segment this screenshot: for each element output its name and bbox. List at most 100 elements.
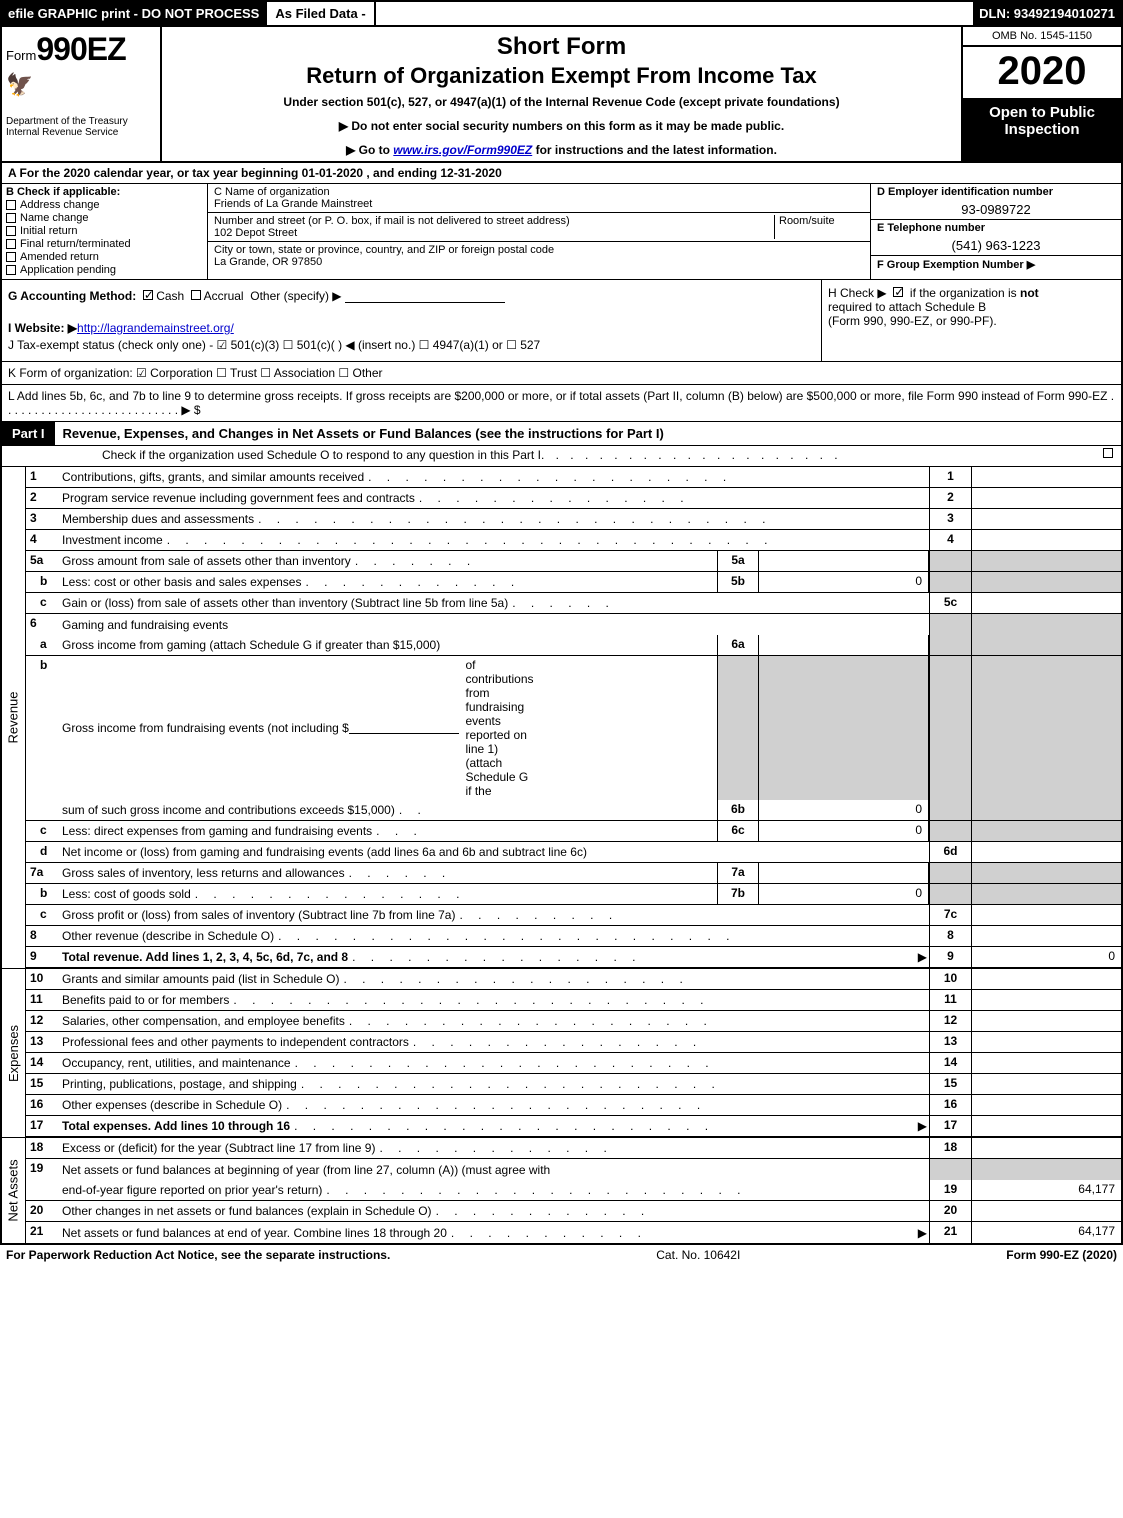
part1-sub: Check if the organization used Schedule …	[2, 446, 1121, 467]
address-value: 102 Depot Street	[214, 227, 774, 239]
line-num: 21	[26, 1222, 60, 1243]
header-left: Form990EZ 🦅 Department of the Treasury I…	[2, 27, 162, 161]
room-suite-label: Room/suite	[774, 215, 864, 239]
h-check-label: H Check ▶	[828, 286, 887, 300]
netassets-label: Net Assets	[6, 1159, 21, 1221]
ein-cell: D Employer identification number 93-0989…	[871, 184, 1121, 220]
line-6: 6 Gaming and fundraising events	[26, 614, 1121, 635]
desc-text: Other changes in net assets or fund bala…	[62, 1204, 432, 1218]
mid-num: 7a	[717, 863, 759, 883]
tel-label: E Telephone number	[877, 222, 1115, 234]
line-6b-1: b Gross income from fundraising events (…	[26, 656, 1121, 800]
line-desc: Excess or (deficit) for the year (Subtra…	[60, 1138, 929, 1158]
website-label: I Website: ▶	[8, 321, 77, 335]
cash-label: Cash	[156, 289, 184, 303]
chk-application-pending[interactable]: Application pending	[6, 264, 203, 276]
chk-accrual[interactable]	[191, 290, 201, 300]
desc-text: Gross profit or (loss) from sales of inv…	[62, 908, 455, 922]
org-name-label: C Name of organization	[214, 186, 864, 198]
revenue-side-label: Revenue	[2, 467, 26, 968]
dots: . . . . . . . . . . .	[451, 1226, 918, 1240]
line-num	[26, 1180, 60, 1200]
line-5a: 5a Gross amount from sale of assets othe…	[26, 551, 1121, 572]
right-num: 4	[929, 530, 971, 550]
dots: . . . . . . . . . . . . . . . . . . . .	[368, 470, 927, 484]
line-num: 3	[26, 509, 60, 529]
mid-val: 0	[759, 821, 929, 841]
line-19-2: end-of-year figure reported on prior yea…	[26, 1180, 1121, 1201]
desc-text: Total revenue. Add lines 1, 2, 3, 4, 5c,…	[62, 950, 348, 964]
desc-text: Contributions, gifts, grants, and simila…	[62, 470, 364, 484]
city-value: La Grande, OR 97850	[214, 256, 864, 268]
right-val: 0	[971, 947, 1121, 967]
part1-header: Part I Revenue, Expenses, and Changes in…	[2, 422, 1121, 446]
line-3: 3 Membership dues and assessments. . . .…	[26, 509, 1121, 530]
line-desc: Benefits paid to or for members . . . . .…	[60, 990, 929, 1010]
dots: . . . . . . . . . . . . . . . . . . . . …	[233, 993, 927, 1007]
section-b-checkboxes: B Check if applicable: Address change Na…	[2, 184, 208, 279]
chk-address-change[interactable]: Address change	[6, 199, 203, 211]
chk-label: Application pending	[20, 264, 116, 276]
open-to-public: Open to Public Inspection	[963, 100, 1121, 161]
dots: . . . . . . . . . . . . . . .	[195, 887, 715, 901]
desc-text: Other expenses (describe in Schedule O)	[62, 1098, 282, 1112]
org-name-cell: C Name of organization Friends of La Gra…	[208, 184, 870, 213]
chk-final-return[interactable]: Final return/terminated	[6, 238, 203, 250]
desc-text: Excess or (deficit) for the year (Subtra…	[62, 1141, 375, 1155]
checkbox-icon	[6, 265, 16, 275]
chk-amended-return[interactable]: Amended return	[6, 251, 203, 263]
right-num: 2	[929, 488, 971, 508]
paperwork-notice: For Paperwork Reduction Act Notice, see …	[6, 1248, 390, 1262]
other-blank[interactable]	[345, 291, 505, 303]
dots: . . . . . .	[512, 596, 927, 610]
right-num: 1	[929, 467, 971, 487]
mid-val: 0	[759, 884, 929, 904]
chk-schedule-b[interactable]	[893, 287, 903, 297]
form-990ez: 990EZ	[36, 31, 125, 67]
right-val	[971, 509, 1121, 529]
revenue-label: Revenue	[6, 691, 21, 743]
right-num-grey	[929, 572, 971, 592]
desc-text: Less: cost of goods sold	[62, 887, 191, 901]
mid-val	[759, 551, 929, 571]
chk-initial-return[interactable]: Initial return	[6, 225, 203, 237]
right-val-grey	[971, 572, 1121, 592]
desc-text: Benefits paid to or for members	[62, 993, 229, 1007]
website-link[interactable]: http://lagrandemainstreet.org/	[77, 321, 234, 335]
right-val	[971, 1074, 1121, 1094]
line-desc: Other expenses (describe in Schedule O).…	[60, 1095, 929, 1115]
line-num: 13	[26, 1032, 60, 1052]
line-desc: Less: cost or other basis and sales expe…	[60, 572, 717, 592]
dots: . . . . . . . . . . . . . . . . . . . . …	[295, 1056, 927, 1070]
dots: . .	[399, 803, 715, 817]
chk-name-change[interactable]: Name change	[6, 212, 203, 224]
dots: . . . . . . . . . . . . . . . . . . . . …	[326, 1183, 927, 1197]
dots: . . .	[376, 824, 715, 838]
line-20: 20 Other changes in net assets or fund b…	[26, 1201, 1121, 1222]
amount-blank[interactable]	[349, 722, 459, 734]
irs-link[interactable]: www.irs.gov/Form990EZ	[393, 143, 532, 157]
right-val	[971, 1011, 1121, 1031]
desc-text: Total expenses. Add lines 10 through 16	[62, 1119, 290, 1133]
desc-text: Gross sales of inventory, less returns a…	[62, 866, 345, 880]
under-section-text: Under section 501(c), 527, or 4947(a)(1)…	[170, 95, 953, 109]
expense-rows: 10 Grants and similar amounts paid (list…	[26, 969, 1121, 1137]
line-1: 1 Contributions, gifts, grants, and simi…	[26, 467, 1121, 488]
desc-text: Occupancy, rent, utilities, and maintena…	[62, 1056, 291, 1070]
dots: . . . . . . . . . . . . . . . . . . . . …	[301, 1077, 927, 1091]
checkbox-icon	[6, 239, 16, 249]
form-number: Form990EZ	[6, 31, 156, 68]
form-of-organization: K Form of organization: ☑ Corporation ☐ …	[2, 362, 1121, 385]
right-val: 64,177	[971, 1180, 1121, 1200]
chk-schedule-o[interactable]	[1103, 448, 1113, 458]
mid-val-grey	[759, 656, 929, 800]
right-num: 20	[929, 1201, 971, 1221]
chk-cash[interactable]	[143, 290, 153, 300]
goto-pre: ▶ Go to	[346, 143, 393, 157]
right-val	[971, 926, 1121, 946]
right-val: 64,177	[971, 1222, 1121, 1243]
expenses-label: Expenses	[6, 1024, 21, 1081]
desc-text: end-of-year figure reported on prior yea…	[62, 1183, 322, 1197]
line-num: 9	[26, 947, 60, 967]
mid-val	[759, 635, 929, 655]
